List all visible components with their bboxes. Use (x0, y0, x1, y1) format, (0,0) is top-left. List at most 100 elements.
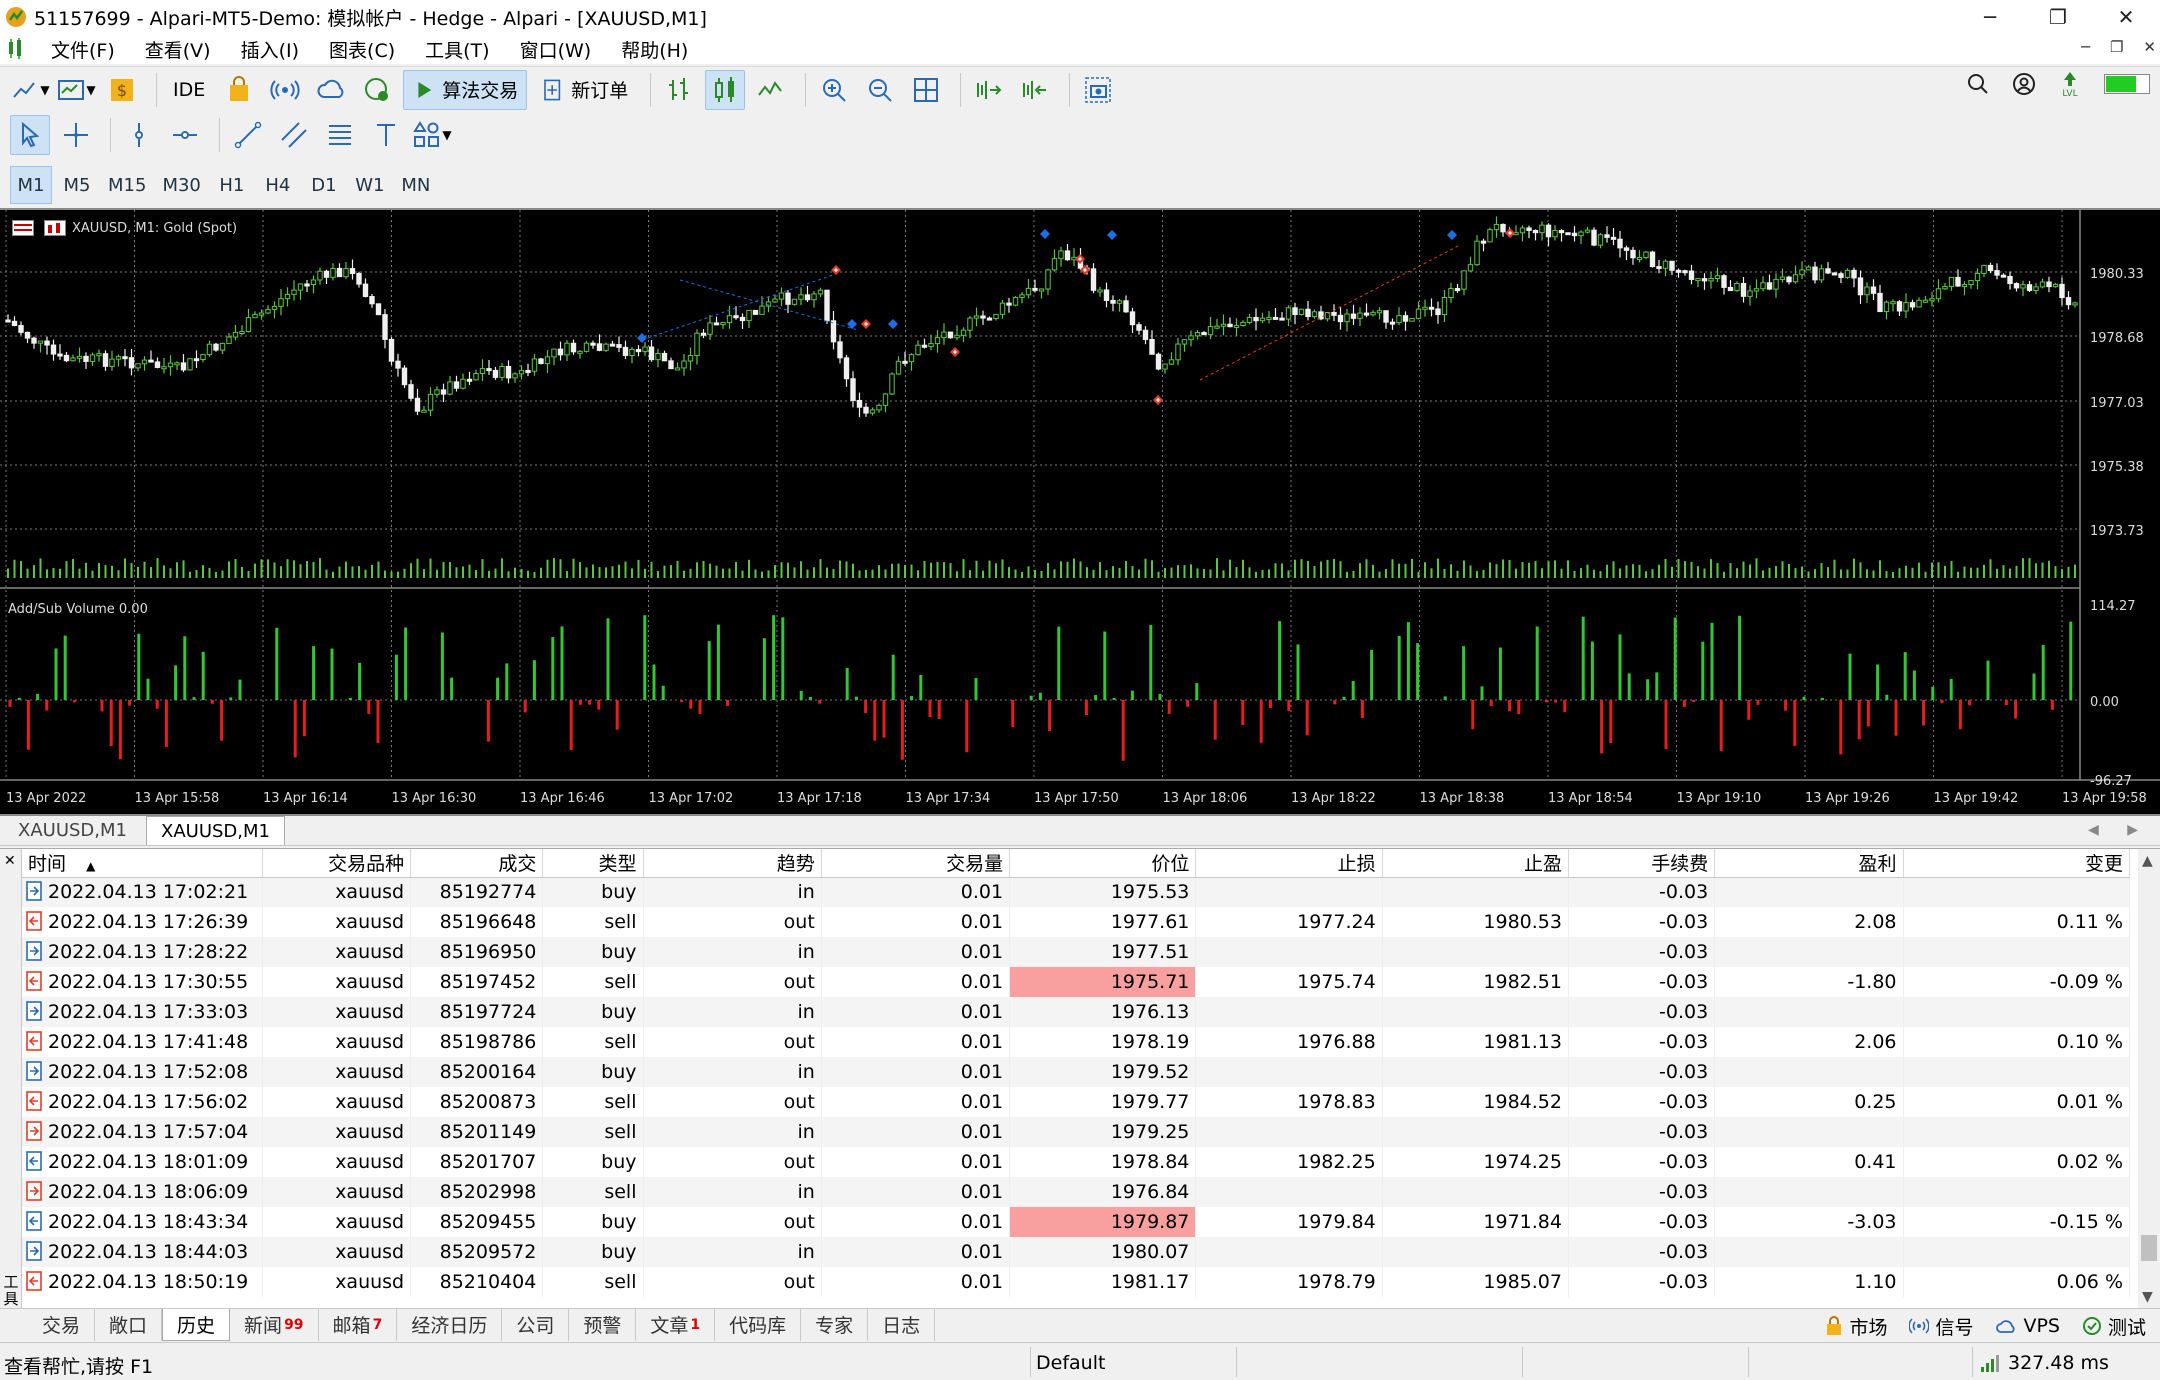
table-row[interactable]: 2022.04.13 18:44:03 xauusd 85209572 buy in 0.… (22, 1237, 2131, 1267)
table-row[interactable]: 2022.04.13 18:06:09 xauusd 85202998 sell in 0… (22, 1177, 2131, 1207)
new-order-button[interactable]: 新订单 (533, 70, 636, 110)
col-deal[interactable]: 成交 (410, 849, 544, 878)
table-row[interactable]: 2022.04.13 17:52:08 xauusd 85200164 buy in 0.… (22, 1057, 2131, 1087)
chart-tab-scroll[interactable]: ◀ ▶ (2088, 822, 2150, 838)
col-change[interactable]: 变更 (1903, 849, 2131, 878)
col-type[interactable]: 类型 (542, 849, 644, 878)
col-volume[interactable]: 交易量 (821, 849, 1011, 878)
menu-insert[interactable]: 插入(I) (240, 39, 300, 62)
mdi-close-button[interactable]: ✕ (2143, 38, 2156, 56)
vertical-line-tool[interactable] (119, 115, 159, 155)
algo-trading-button[interactable]: 算法交易 (403, 69, 528, 110)
table-row[interactable]: 2022.04.13 17:30:55 xauusd 85197452 sell out… (22, 967, 2131, 997)
text-tool[interactable] (366, 115, 406, 155)
chart-menu-icon[interactable] (12, 220, 34, 236)
menu-tools[interactable]: 工具(T) (425, 39, 490, 62)
scroll-down-icon[interactable]: ▼ (2142, 1289, 2153, 1305)
screenshot-button[interactable] (1078, 70, 1118, 110)
table-row[interactable]: 2022.04.13 17:41:48 xauusd 85198786 sell out… (22, 1027, 2131, 1057)
toolbox-tab[interactable]: 代码库 (715, 1308, 802, 1341)
ide-button[interactable]: IDE (165, 70, 213, 110)
table-row[interactable]: 2022.04.13 17:56:02 xauusd 85200873 sell out… (22, 1087, 2131, 1117)
close-button[interactable]: ✕ (2117, 5, 2135, 29)
chart-tab[interactable]: XAUUSD,M1 (18, 820, 127, 841)
line-chart-button[interactable] (751, 70, 791, 110)
market-watch-button[interactable]: $ (102, 70, 142, 110)
toolbox-tab[interactable]: 专家 (801, 1308, 869, 1341)
timeframe-w1[interactable]: W1 (355, 174, 385, 196)
channel-tool[interactable] (274, 115, 314, 155)
search-icon[interactable] (1966, 72, 1990, 96)
signals-link[interactable]: 信号 (1909, 1313, 1973, 1340)
trendline-tool[interactable] (228, 115, 268, 155)
toolbox-tab[interactable]: 经济日历 (397, 1308, 503, 1341)
chart-canvas[interactable] (0, 210, 2160, 814)
maximize-button[interactable]: ❐ (2049, 5, 2067, 29)
toolbox-tab[interactable]: 日志 (868, 1308, 936, 1341)
signals-button[interactable] (265, 70, 305, 110)
market-link[interactable]: 市场 (1825, 1313, 1887, 1340)
strategy-tester-button[interactable] (357, 70, 397, 110)
toolbox-tab[interactable]: 文章 1 (636, 1308, 716, 1341)
scroll-thumb[interactable] (2141, 1235, 2157, 1261)
col-sl[interactable]: 止损 (1195, 849, 1383, 878)
timeframe-m15[interactable]: M15 (108, 174, 147, 196)
toolbox-tab[interactable]: 邮箱 7 (319, 1308, 398, 1341)
bar-chart-button[interactable] (659, 70, 699, 110)
account-icon[interactable] (2012, 72, 2036, 96)
toolbox-tab[interactable]: 交易 (28, 1308, 96, 1341)
shapes-tool[interactable]: ▼ (412, 115, 452, 155)
timeframe-m5[interactable]: M5 (63, 174, 91, 196)
table-row[interactable]: 2022.04.13 18:43:34 xauusd 85209455 buy out 0… (22, 1207, 2131, 1237)
col-direction[interactable]: 趋势 (643, 849, 822, 878)
timeframe-m30[interactable]: M30 (162, 174, 201, 196)
col-time[interactable]: 时间 ▲ (22, 849, 263, 878)
market-button[interactable] (219, 70, 259, 110)
table-row[interactable]: 2022.04.13 17:57:04 xauusd 85201149 sell in 0… (22, 1117, 2131, 1147)
timeframe-h4[interactable]: H4 (265, 174, 291, 196)
toolbox-tab[interactable]: 公司 (502, 1308, 570, 1341)
col-commission[interactable]: 手续费 (1568, 849, 1716, 878)
candlestick-button[interactable] (705, 69, 746, 110)
crosshair-tool[interactable] (56, 115, 96, 155)
table-row[interactable]: 2022.04.13 17:33:03 xauusd 85197724 buy in 0.… (22, 997, 2131, 1027)
autoscroll-button[interactable] (969, 70, 1009, 110)
minimize-button[interactable]: ─ (1983, 5, 1997, 29)
table-row[interactable]: 2022.04.13 18:50:19 xauusd 85210404 sell out… (22, 1267, 2131, 1297)
timeframe-h1[interactable]: H1 (219, 174, 245, 196)
tile-windows-button[interactable] (906, 70, 946, 110)
col-tp[interactable]: 止盈 (1382, 849, 1569, 878)
toolbox-close-icon[interactable]: ✕ (4, 853, 16, 869)
table-row[interactable]: 2022.04.13 17:28:22 xauusd 85196950 buy in 0.… (22, 937, 2131, 967)
col-price[interactable]: 价位 (1009, 849, 1197, 878)
vps-button[interactable] (311, 70, 351, 110)
profiles-button[interactable]: ▼ (56, 70, 96, 110)
menu-view[interactable]: 查看(V) (144, 39, 211, 62)
mdi-minimize-button[interactable]: ─ (2080, 38, 2090, 56)
table-row[interactable]: 2022.04.13 18:01:09 xauusd 85201707 buy out 0… (22, 1147, 2131, 1177)
col-profit[interactable]: 盈利 (1714, 849, 1904, 878)
table-row[interactable]: 2022.04.13 17:26:39 xauusd 85196648 sell out… (22, 907, 2131, 937)
cursor-tool[interactable] (10, 115, 50, 155)
horizontal-line-tool[interactable] (165, 115, 205, 155)
menu-file[interactable]: 文件(F) (51, 39, 115, 62)
timeframe-mn[interactable]: MN (401, 174, 431, 196)
new-chart-button[interactable]: ▼ (10, 70, 50, 110)
menu-help[interactable]: 帮助(H) (621, 39, 689, 62)
col-symbol[interactable]: 交易品种 (262, 849, 412, 878)
toolbox-tab[interactable]: 敞口 (95, 1308, 163, 1341)
history-scrollbar[interactable]: ▲ ▼ (2138, 849, 2160, 1309)
toolbox-tab[interactable]: 历史 (162, 1308, 231, 1341)
scroll-up-icon[interactable]: ▲ (2142, 853, 2153, 869)
timeframe-m1[interactable]: M1 (10, 166, 52, 204)
toolbox-tab[interactable]: 预警 (569, 1308, 637, 1341)
vps-link[interactable]: VPS (1995, 1315, 2060, 1337)
toolbox-tab[interactable]: 新闻 99 (230, 1308, 319, 1341)
price-chart[interactable]: XAUUSD, M1: Gold (Spot) Add/Sub Volume 0… (0, 208, 2160, 816)
menu-window[interactable]: 窗口(W) (519, 39, 592, 62)
tester-link[interactable]: 测试 (2082, 1313, 2146, 1340)
table-row[interactable]: 2022.04.13 17:02:21 xauusd 85192774 buy in 0.… (22, 877, 2131, 907)
level-icon[interactable]: LVL (2058, 70, 2082, 98)
chart-tab-active[interactable]: XAUUSD,M1 (146, 816, 285, 845)
menu-charts[interactable]: 图表(C) (329, 39, 396, 62)
